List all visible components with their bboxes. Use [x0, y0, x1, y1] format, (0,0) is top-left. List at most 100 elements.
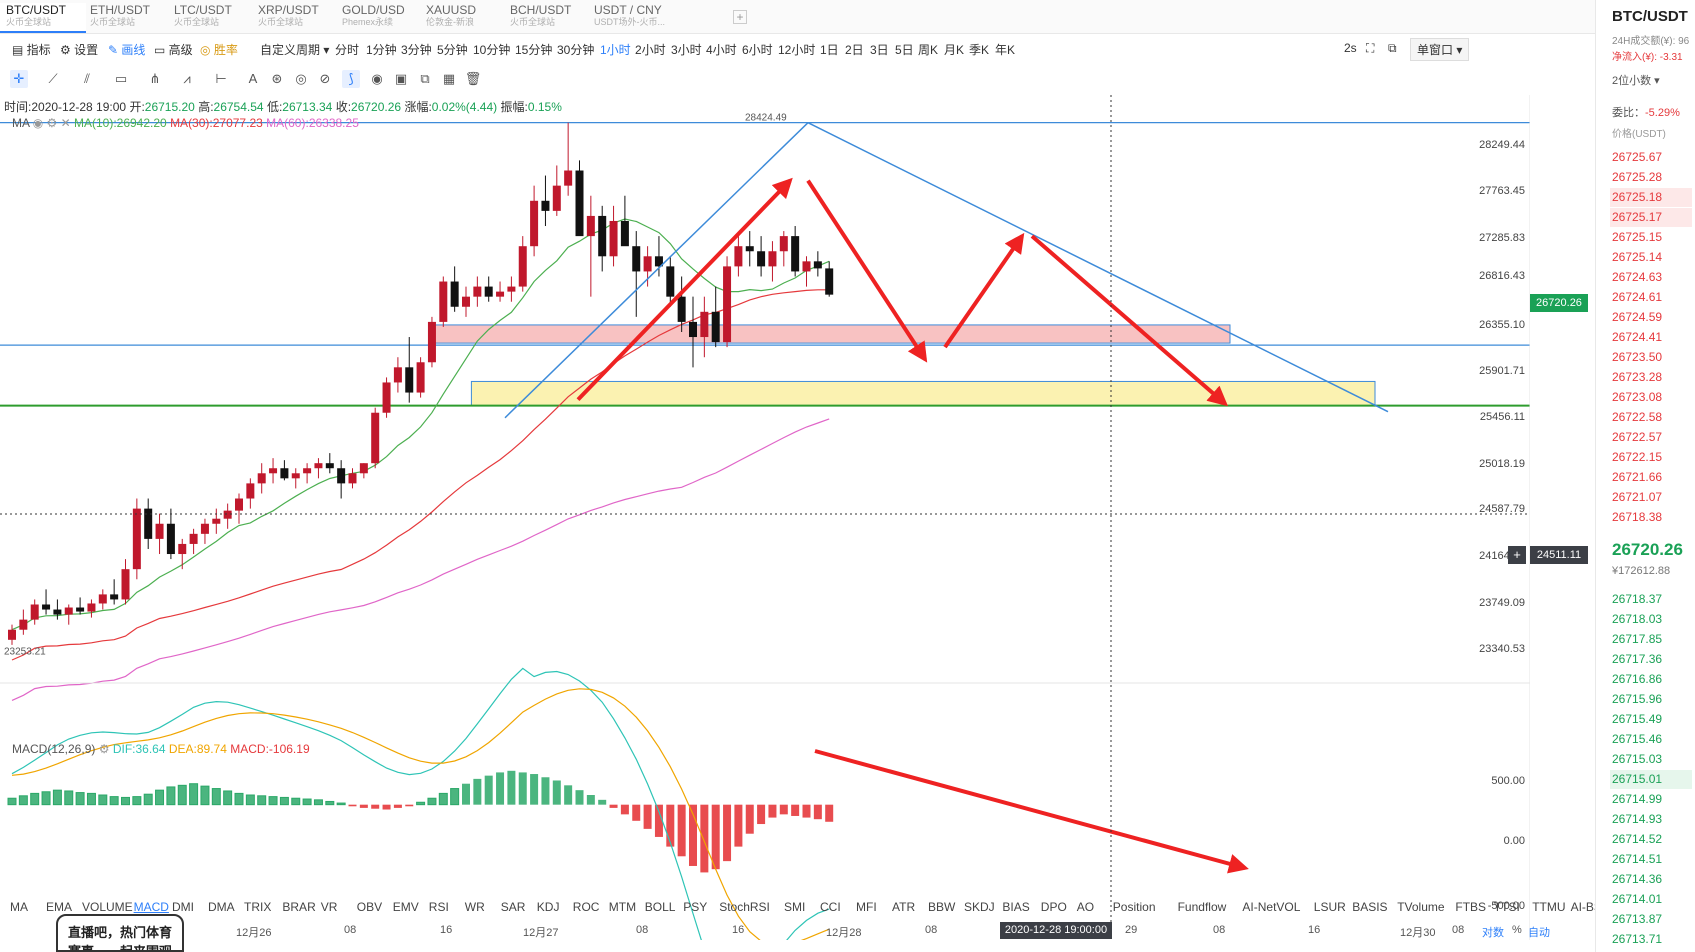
text-icon[interactable]: A [248, 71, 258, 86]
tab-3[interactable]: XRP/USDT 火币全球站 [252, 3, 338, 33]
fork-icon[interactable]: ⋔ [149, 71, 161, 86]
indicator-volume[interactable]: VOLUME [82, 900, 133, 914]
draw-mode-icon[interactable]: ⟆ [342, 70, 360, 88]
period-11[interactable]: 6小时 [742, 43, 773, 57]
period-13[interactable]: 1日 [820, 43, 839, 57]
eye-icon[interactable]: ◉ [32, 116, 47, 130]
measure-icon[interactable]: ⊢ [215, 71, 227, 86]
promo-banner[interactable]: 直播吧，热门体育赛事，一起来围观 [56, 914, 184, 952]
ask-row[interactable]: 26721.07 [1612, 490, 1663, 504]
tab-4[interactable]: GOLD/USD Phemex永续 [336, 3, 422, 33]
indicator-emv[interactable]: EMV [392, 900, 419, 914]
bid-row[interactable]: 26718.03 [1612, 612, 1663, 626]
period-17[interactable]: 周K [918, 43, 939, 57]
period-3[interactable]: 5分钟 [437, 43, 468, 57]
indicator-bias[interactable]: BIAS [1002, 900, 1030, 914]
ask-row[interactable]: 26725.14 [1612, 250, 1663, 264]
add-tab-button[interactable]: + [733, 10, 747, 24]
bid-row[interactable]: 26715.96 [1612, 692, 1663, 706]
tab-0[interactable]: BTC/USDT 火币全球站 [0, 3, 86, 33]
period-19[interactable]: 季K [969, 43, 990, 57]
gear-icon[interactable]: ⚙ [98, 742, 113, 756]
ask-row[interactable]: 26725.17 [1610, 208, 1692, 227]
period-9[interactable]: 3小时 [671, 43, 702, 57]
ask-row[interactable]: 26725.18 [1610, 188, 1692, 207]
period-16[interactable]: 5日 [895, 43, 914, 57]
bid-row[interactable]: 26713.71 [1612, 932, 1663, 946]
bid-row[interactable]: 26715.03 [1612, 752, 1663, 766]
period-2[interactable]: 3分钟 [401, 43, 432, 57]
advanced-button[interactable]: ▭ 高级 [154, 43, 193, 57]
pattern-icon[interactable]: ⩘ [183, 71, 191, 86]
indicator-ttsi[interactable]: TTSI [1493, 900, 1520, 914]
percent-scale-toggle[interactable]: % [1512, 924, 1522, 936]
indicator-basis[interactable]: BASIS [1352, 900, 1388, 914]
ask-row[interactable]: 26723.28 [1612, 370, 1663, 384]
indicator-fundflow[interactable]: Fundflow [1177, 900, 1227, 914]
time-axis[interactable]: 12月26 08 16 12月27 08 16 12月28 08 29 08 16 12月30 08 [0, 920, 1530, 940]
custom-period-dropdown[interactable]: 自定义周期 ▾ [260, 43, 330, 57]
indicator-psy[interactable]: PSY [683, 900, 708, 914]
lock-drawings-icon[interactable]: ▣ [394, 71, 408, 86]
bid-row[interactable]: 26714.52 [1612, 832, 1663, 846]
refresh-interval[interactable]: 2s [1344, 41, 1357, 55]
decimals-dropdown[interactable]: 2位小数 ▾ [1612, 75, 1660, 87]
indicator-trix[interactable]: TRIX [244, 900, 272, 914]
close-icon[interactable]: ✕ [60, 116, 74, 130]
indicator-skdj[interactable]: SKDJ [964, 900, 995, 914]
indicator-sar[interactable]: SAR [500, 900, 526, 914]
indicator-dmi[interactable]: DMI [172, 900, 194, 914]
bid-row[interactable]: 26714.93 [1612, 812, 1663, 826]
indicator-tvolume[interactable]: TVolume [1397, 900, 1445, 914]
crosshair-icon[interactable]: ✛ [10, 70, 28, 88]
indicator-button[interactable]: ▤ 指标 [12, 43, 51, 57]
bid-row[interactable]: 26715.49 [1612, 712, 1663, 726]
indicator-dma[interactable]: DMA [208, 900, 235, 914]
period-15[interactable]: 3日 [870, 43, 889, 57]
winrate-button[interactable]: ◎ 胜率 [200, 43, 238, 57]
ask-row[interactable]: 26723.50 [1612, 350, 1663, 364]
indicator-cci[interactable]: CCI [820, 900, 841, 914]
fib-icon[interactable]: ⊛ [271, 71, 283, 86]
popout-icon[interactable]: ⧉ [1388, 41, 1397, 55]
ask-row[interactable]: 26724.59 [1612, 310, 1663, 324]
indicator-mfi[interactable]: MFI [856, 900, 877, 914]
tab-2[interactable]: LTC/USDT 火币全球站 [168, 3, 254, 33]
indicator-obv[interactable]: OBV [356, 900, 383, 914]
parallel-lines-icon[interactable]: ⫽ [84, 71, 90, 86]
ask-row[interactable]: 26725.28 [1612, 170, 1663, 184]
indicator-macd[interactable]: MACD [133, 900, 169, 914]
auto-scale-toggle[interactable]: 自动 [1528, 927, 1550, 939]
ask-row[interactable]: 26724.41 [1612, 330, 1663, 344]
kline-chart[interactable]: 28424.49 23253.21 [0, 95, 1530, 940]
indicator-ai-netvol[interactable]: AI-NetVOL [1242, 900, 1301, 914]
bid-row[interactable]: 26714.99 [1612, 792, 1663, 806]
bid-row[interactable]: 26715.01 [1610, 770, 1692, 789]
period-0[interactable]: 分时 [335, 43, 360, 57]
indicator-roc[interactable]: ROC [572, 900, 600, 914]
ask-row[interactable]: 26722.15 [1612, 450, 1663, 464]
indicator-position[interactable]: Position [1112, 900, 1156, 914]
indicator-atr[interactable]: ATR [892, 900, 916, 914]
ask-row[interactable]: 26724.63 [1612, 270, 1663, 284]
period-1[interactable]: 1分钟 [366, 43, 397, 57]
draw-button[interactable]: ✎ 画线 [108, 43, 146, 57]
bid-row[interactable]: 26714.36 [1612, 872, 1663, 886]
indicator-kdj[interactable]: KDJ [536, 900, 560, 914]
add-alert-button[interactable]: + [1508, 546, 1526, 564]
bid-row[interactable]: 26715.46 [1612, 732, 1663, 746]
fullscreen-icon[interactable]: ⛶ [1366, 41, 1375, 55]
tab-1[interactable]: ETH/USDT 火币全球站 [84, 3, 170, 33]
bid-row[interactable]: 26717.36 [1612, 652, 1663, 666]
template-icon[interactable]: ▦ [442, 71, 456, 86]
settings-button[interactable]: ⚙ 设置 [60, 43, 99, 57]
indicator-ao[interactable]: AO [1076, 900, 1095, 914]
ask-row[interactable]: 26718.38 [1612, 510, 1663, 524]
indicator-rsi[interactable]: RSI [428, 900, 449, 914]
rectangle-icon[interactable]: ▭ [114, 71, 128, 86]
period-6[interactable]: 30分钟 [557, 43, 595, 57]
window-mode-dropdown[interactable]: 单窗口 ▾ [1410, 38, 1470, 61]
indicator-stochrsi[interactable]: StochRSI [719, 900, 770, 914]
period-20[interactable]: 年K [995, 43, 1016, 57]
period-14[interactable]: 2日 [845, 43, 864, 57]
